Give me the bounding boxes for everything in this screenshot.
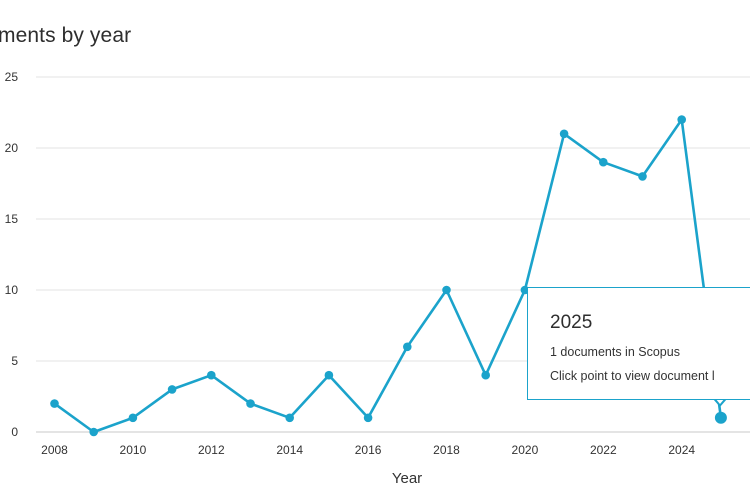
data-point-2012[interactable] <box>207 370 216 380</box>
data-point-2011[interactable] <box>167 385 177 394</box>
data-point-2010[interactable] <box>128 413 138 423</box>
data-point-2024[interactable] <box>677 115 686 124</box>
x-tick-label: 2020 <box>512 443 539 457</box>
x-tick-label: 2012 <box>198 443 225 457</box>
series-line <box>53 118 723 434</box>
tooltip-pointer-fill <box>715 398 725 404</box>
x-axis-title: Year <box>392 470 422 487</box>
data-point-2017[interactable] <box>403 342 412 352</box>
chart-title: ments by year <box>0 24 132 47</box>
data-point-2008[interactable] <box>50 399 59 408</box>
y-tick-label: 20 <box>5 141 19 155</box>
y-tick-label: 10 <box>5 283 19 297</box>
x-tick-label: 2024 <box>668 443 695 457</box>
tooltip-year: 2025 <box>550 312 593 333</box>
x-tick-label: 2008 <box>41 443 68 457</box>
data-point-2022[interactable] <box>599 157 608 167</box>
data-point-tooltip: 2025 1 documents in Scopus Click point t… <box>527 287 750 400</box>
y-tick-label: 5 <box>11 354 18 368</box>
y-tick-label: 25 <box>5 70 19 84</box>
data-point-2018[interactable] <box>442 285 451 295</box>
data-point-2025[interactable] <box>714 411 727 424</box>
x-tick-label: 2014 <box>276 443 303 457</box>
x-tick-label: 2022 <box>590 443 617 457</box>
data-point-2015[interactable] <box>324 370 334 380</box>
data-point-2014[interactable] <box>285 413 295 423</box>
data-point-2019[interactable] <box>481 370 491 380</box>
data-point-2021[interactable] <box>559 129 569 139</box>
data-point-2013[interactable] <box>246 399 255 408</box>
x-tick-label: 2016 <box>355 443 382 457</box>
y-tick-label: 15 <box>5 212 19 226</box>
x-tick-label: 2018 <box>433 443 460 457</box>
tooltip-documents-count: 1 documents in Scopus <box>550 345 680 359</box>
data-point-2023[interactable] <box>638 172 647 181</box>
data-point-2009[interactable] <box>89 427 98 437</box>
y-tick-label: 0 <box>11 425 18 439</box>
tooltip-view-documents-hint[interactable]: Click point to view document l <box>550 369 715 383</box>
x-tick-label: 2010 <box>120 443 147 457</box>
data-point-2016[interactable] <box>363 413 373 423</box>
